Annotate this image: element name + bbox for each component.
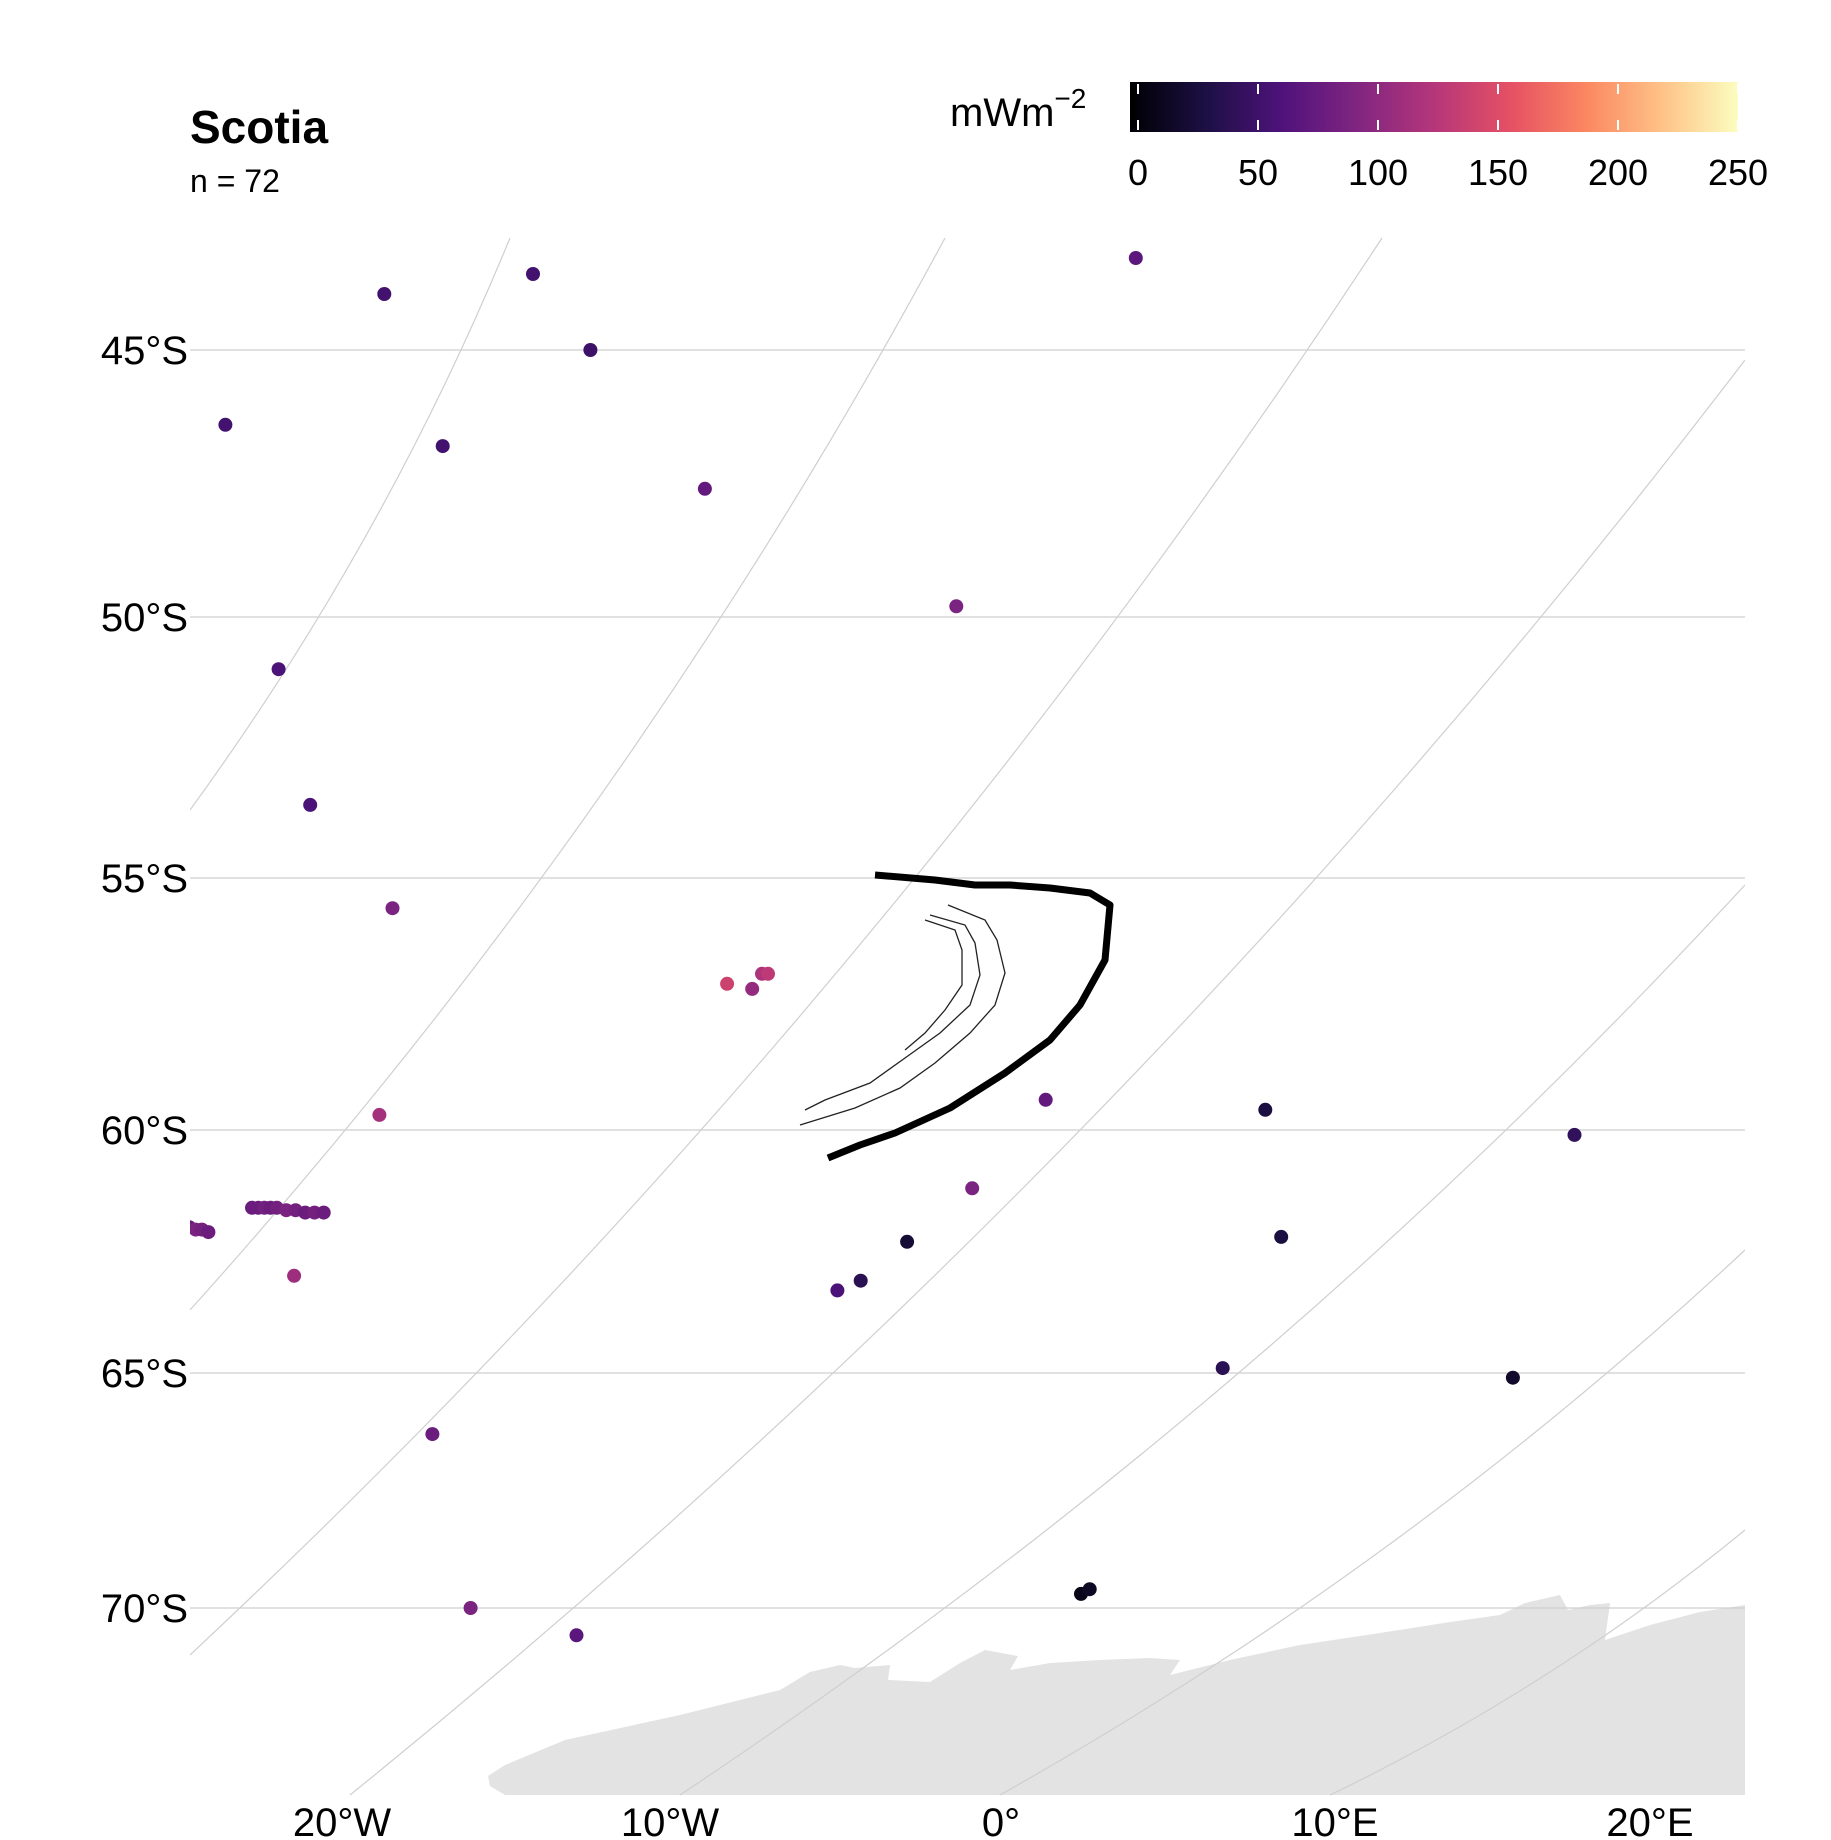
latitude-label: 50°S	[101, 596, 188, 640]
longitude-label: 20°E	[1606, 1801, 1693, 1840]
heat-flow-point	[1082, 1582, 1097, 1597]
latitude-label: 55°S	[101, 857, 188, 901]
latitude-label: 65°S	[101, 1352, 188, 1396]
heat-flow-point	[900, 1234, 915, 1249]
antarctica-land	[488, 1595, 1745, 1795]
longitude-label: 10°W	[621, 1801, 719, 1840]
heat-flow-point	[287, 1268, 302, 1283]
heat-flow-point	[463, 1601, 478, 1615]
heat-flow-point	[853, 1273, 868, 1288]
heat-flow-point	[218, 417, 233, 432]
heat-flow-point	[435, 439, 450, 454]
legend-ticks: 0 50 100 150 200 250	[1128, 84, 1768, 193]
legend-tick-label: 100	[1348, 152, 1408, 193]
longitude-label: 0°	[982, 1801, 1020, 1840]
heat-flow-point	[1038, 1092, 1053, 1107]
meridian-line	[349, 359, 1745, 1796]
heat-flow-point	[170, 1220, 184, 1234]
heat-flow-points	[170, 251, 1582, 1643]
heat-flow-point	[303, 797, 318, 812]
heat-flow-point	[830, 1283, 845, 1298]
colour-legend: mWm−2 0 50 100 150 200 250	[950, 82, 1768, 193]
heat-flow-point	[190, 1226, 191, 1229]
heat-flow-point	[569, 1628, 584, 1643]
heat-flow-point	[1258, 1102, 1273, 1117]
legend-tick-label: 150	[1468, 152, 1528, 193]
heat-flow-point	[316, 1205, 331, 1220]
heat-flow-point	[583, 343, 598, 357]
heat-flow-point	[1215, 1361, 1230, 1376]
trench-line	[826, 871, 1114, 1162]
heat-flow-point	[271, 662, 286, 677]
volcanic-arc-lines	[799, 904, 1006, 1126]
longitude-labels: 20°W 10°W 0° 10°E 20°E	[293, 1801, 1694, 1840]
legend-tick-label: 50	[1238, 152, 1278, 193]
meridian-line	[190, 237, 946, 1311]
latitude-labels: 45°S 50°S 55°S 60°S 65°S 70°S	[101, 329, 188, 1631]
legend-na-marker	[1130, 88, 1135, 126]
legend-colour-bar	[1130, 82, 1738, 132]
heat-flow-point	[761, 966, 775, 981]
map-panel	[170, 237, 1745, 1796]
heat-flow-point	[377, 287, 392, 301]
heat-flow-point	[1567, 1127, 1582, 1142]
heat-flow-point	[1128, 251, 1143, 265]
heat-flow-point	[720, 976, 735, 991]
map-title: Scotia	[190, 101, 328, 153]
graticule	[190, 237, 1745, 1796]
heat-flow-point	[385, 901, 400, 916]
meridian-line	[190, 237, 511, 811]
latitude-label: 60°S	[101, 1109, 188, 1153]
longitude-label: 10°E	[1291, 1801, 1378, 1840]
heat-flow-point	[697, 481, 712, 496]
heat-flow-point	[949, 599, 964, 614]
meridian-line	[1329, 1529, 1745, 1796]
heat-flow-point	[372, 1107, 387, 1122]
heat-flow-point	[201, 1225, 216, 1240]
heat-flow-point	[425, 1427, 440, 1442]
meridian-line	[999, 1249, 1745, 1796]
legend-unit: mWm−2	[950, 83, 1086, 135]
latitude-label: 70°S	[101, 1587, 188, 1631]
sample-count: n = 72	[190, 163, 280, 199]
heat-flow-point	[526, 267, 540, 281]
legend-tick-label: 0	[1128, 152, 1148, 193]
meridian-line	[679, 884, 1745, 1796]
heat-flow-point	[1274, 1229, 1289, 1244]
heat-flow-point	[1505, 1370, 1520, 1385]
latitude-label: 45°S	[101, 329, 188, 373]
legend-tick-label: 200	[1588, 152, 1648, 193]
heat-flow-point	[745, 981, 760, 996]
heat-flow-point	[965, 1181, 980, 1196]
legend-tick-label: 250	[1708, 152, 1768, 193]
longitude-label: 20°W	[293, 1801, 391, 1840]
meridian-line	[190, 237, 1383, 1656]
